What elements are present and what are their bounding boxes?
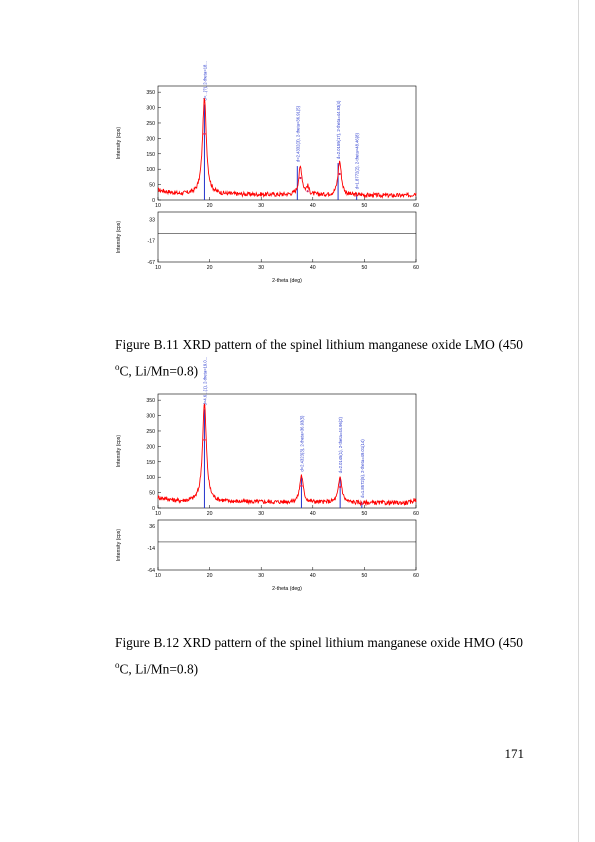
y-tick-label: 100 <box>146 167 155 173</box>
peak-marker <box>299 176 302 180</box>
y-tick-label: 250 <box>146 429 155 435</box>
y-tick-label: 150 <box>146 152 155 158</box>
y-tick-label: 350 <box>146 398 155 404</box>
reference-label: d=2.4332(3), 2-theta=36.91(5) <box>295 105 300 162</box>
xrd-pattern-line <box>157 97 417 199</box>
reference-label: d=2.4323(3), 2-theta=36.93(5) <box>299 415 304 472</box>
residual-x-tick-label: 50 <box>362 573 368 579</box>
y-tick-label: 150 <box>146 460 155 466</box>
x-tick-label: 30 <box>258 511 264 517</box>
y-tick-label: 300 <box>146 106 155 112</box>
residual-x-tick-label: 40 <box>310 265 316 271</box>
reference-label: d=1.8572(5), 2-theta=49.01(14) <box>360 439 365 498</box>
caption-b12: Figure B.12 XRD pattern of the spinel li… <box>115 632 523 680</box>
residual-y-tick-label: 36 <box>149 524 155 530</box>
residual-y-tick-label: -64 <box>148 568 156 574</box>
caption-superscript: o <box>115 362 120 372</box>
x-tick-label: 40 <box>310 511 316 517</box>
x-tick-label: 10 <box>155 511 161 517</box>
residual-x-tick-label: 30 <box>258 265 264 271</box>
residual-plot-frame <box>157 211 417 263</box>
main-plot-frame <box>157 393 417 509</box>
residual-x-tick-label: 10 <box>155 265 161 271</box>
residual-x-tick-label: 20 <box>207 573 213 579</box>
residual-y-tick-label: -17 <box>148 239 156 245</box>
x-axis-label: 2-theta (deg) <box>272 586 302 592</box>
page-edge <box>578 0 579 842</box>
peak-marker <box>306 190 309 193</box>
y-tick-label: 200 <box>146 444 155 450</box>
x-tick-label: 60 <box>413 203 419 209</box>
residual-y-tick-label: -14 <box>148 546 156 552</box>
peak-marker <box>338 172 341 176</box>
page-number: 171 <box>504 746 525 761</box>
y-axis-label: Intensity (cps) <box>116 127 122 160</box>
xrd-chart-hmo: 0 50 100 150 200 250 300 350 10 10 20 20 30 30 40 40 50 5… <box>116 357 419 592</box>
x-tick-label: 50 <box>362 511 368 517</box>
peak-marker <box>360 502 363 506</box>
xrd-chart-lmo: 0 50 100 150 200 250 300 350 10 10 20 20 30 30 40 40 50 5… <box>116 61 419 284</box>
x-tick-label: 50 <box>362 203 368 209</box>
residual-x-tick-label: 30 <box>258 573 264 579</box>
y-axis-label: Intensity (cps) <box>116 435 122 468</box>
reference-label: d=2.0145(1), 2-theta=44.96(2) <box>338 416 343 473</box>
y-tick-label: 350 <box>146 90 155 96</box>
residual-x-tick-label: 60 <box>413 265 419 271</box>
y-tick-label: 250 <box>146 121 155 127</box>
residual-x-tick-label: 50 <box>362 265 368 271</box>
residual-x-tick-label: 10 <box>155 573 161 579</box>
residual-y-tick-label: -67 <box>148 260 156 266</box>
main-plot-frame <box>157 85 417 201</box>
residual-y-axis-label: Intensity (cps) <box>116 529 122 562</box>
peak-marker <box>339 485 342 489</box>
y-tick-label: 200 <box>146 136 155 142</box>
reference-label: d=2.0159(17), 2-theta=44.93(4) <box>336 100 341 159</box>
residual-y-tick-label: 33 <box>149 217 155 223</box>
caption-text-end: C, Li/Mn=0.8) <box>119 363 199 379</box>
residual-plot-frame <box>157 519 417 571</box>
y-tick-label: 0 <box>152 506 155 512</box>
x-axis-label: 2-theta (deg) <box>272 278 302 284</box>
reference-label: d=1.8772(2), 2-theta=48.46(8) <box>355 133 360 190</box>
reference-label: d=4.6...(1), 2-theta=19.0... <box>202 357 207 406</box>
y-tick-label: 300 <box>146 414 155 420</box>
y-tick-label: 0 <box>152 198 155 204</box>
y-tick-label: 50 <box>149 491 155 497</box>
caption-text: Figure B.12 XRD pattern of the spinel li… <box>115 635 523 650</box>
reference-label: d=...(?), 2-theta=18... <box>202 61 207 100</box>
caption-text: Figure B.11 XRD pattern of the spinel li… <box>115 337 523 352</box>
x-tick-label: 20 <box>207 203 213 209</box>
residual-x-tick-label: 40 <box>310 573 316 579</box>
peak-marker <box>300 484 303 488</box>
y-tick-label: 50 <box>149 183 155 189</box>
peak-marker <box>203 438 206 442</box>
peak-marker <box>203 132 206 136</box>
caption-text-end: C, Li/Mn=0.8) <box>119 661 199 677</box>
x-tick-label: 20 <box>207 511 213 517</box>
x-tick-label: 10 <box>155 203 161 209</box>
residual-y-axis-label: Intensity (cps) <box>116 221 122 254</box>
caption-b11: Figure B.11 XRD pattern of the spinel li… <box>115 334 523 382</box>
residual-x-tick-label: 60 <box>413 573 419 579</box>
x-tick-label: 60 <box>413 511 419 517</box>
x-tick-label: 30 <box>258 203 264 209</box>
caption-superscript: o <box>115 660 120 670</box>
residual-x-tick-label: 20 <box>207 265 213 271</box>
xrd-pattern-line <box>157 403 417 507</box>
y-tick-label: 100 <box>146 475 155 481</box>
x-tick-label: 40 <box>310 203 316 209</box>
